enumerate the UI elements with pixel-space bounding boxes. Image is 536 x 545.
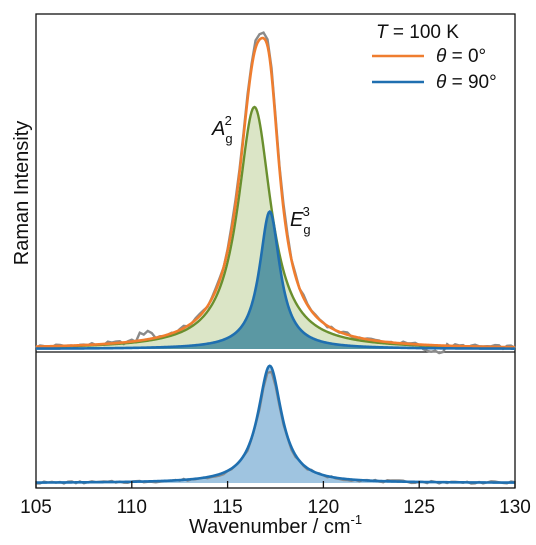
lower-panel xyxy=(35,364,516,485)
legend-header-value: = 100 K xyxy=(388,22,460,43)
peak-label-eg3: Eg 3 xyxy=(290,204,311,237)
legend-label-theta-90: θ = 90° xyxy=(436,72,497,93)
peak-label-ag2-sup: 2 xyxy=(225,113,232,128)
x-tick-label: 115 xyxy=(212,497,242,518)
theta-0-fit-line xyxy=(35,36,516,349)
legend-symbol-theta-0: θ xyxy=(436,46,447,67)
peak-label-ag2-sub: g xyxy=(225,131,232,146)
peak-label-ag2-main: A xyxy=(211,118,225,140)
x-tick-label: 105 xyxy=(20,497,52,518)
x-tick-label: 120 xyxy=(308,497,340,518)
theta-90-fill xyxy=(36,365,515,483)
legend-value-theta-90: = 90° xyxy=(446,72,496,93)
upper-panel xyxy=(35,31,516,355)
legend-value-theta-0: = 0° xyxy=(446,46,486,67)
x-ticks: 105 110 115 120 125 130 xyxy=(20,481,531,518)
peak-label-eg3-sup: 3 xyxy=(303,204,310,219)
legend-header-var: T xyxy=(376,22,389,43)
theta-90-fit-line xyxy=(36,364,515,484)
plot-frame xyxy=(35,13,516,489)
peak-label-eg3-main: E xyxy=(290,209,304,231)
x-axis-title-text: Wavenumber / cm xyxy=(189,516,351,538)
peak-label-ag2: Ag 2 xyxy=(211,113,233,146)
x-tick-label: 125 xyxy=(403,497,435,518)
y-axis-title: Raman Intensity xyxy=(11,121,33,266)
x-axis-title-sup: -1 xyxy=(350,512,362,527)
peak-label-eg3-sub: g xyxy=(303,222,310,237)
eg3-component-fill xyxy=(36,211,515,349)
eg3-component-line xyxy=(36,209,516,350)
legend-label-theta-0: θ = 0° xyxy=(436,46,486,67)
legend: T = 100 K θ = 0° θ = 90° xyxy=(372,22,497,93)
x-axis-title: Wavenumber / cm-1 xyxy=(189,512,362,538)
x-tick-label: 110 xyxy=(117,497,147,518)
legend-symbol-theta-90: θ xyxy=(436,72,447,93)
x-tick-label: 130 xyxy=(499,497,531,518)
legend-header: T = 100 K xyxy=(376,22,459,43)
